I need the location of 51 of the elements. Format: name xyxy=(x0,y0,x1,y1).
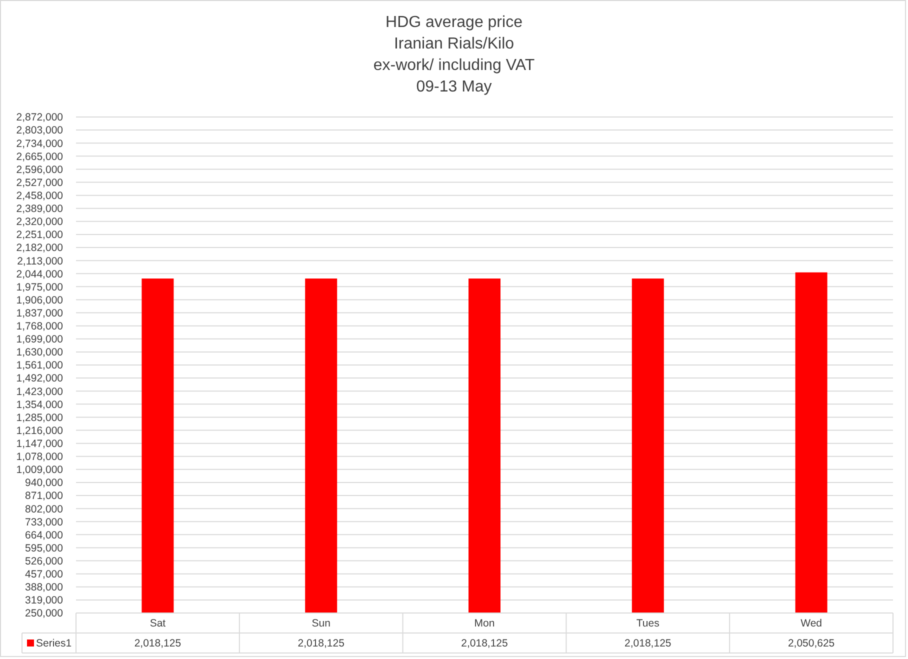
y-tick-label: 1,354,000 xyxy=(16,398,64,411)
chart-title: HDG average price Iranian Rials/Kilo ex-work/ including VAT 09-13 May xyxy=(373,14,535,96)
y-tick-label: 2,389,000 xyxy=(16,203,64,216)
y-tick-label: 2,596,000 xyxy=(16,164,64,176)
y-tick-label: 1,630,000 xyxy=(16,346,64,359)
y-tick-label: 1,837,000 xyxy=(16,307,64,320)
y-tick-label: 2,458,000 xyxy=(16,190,64,202)
y-tick-label: 2,527,000 xyxy=(16,176,64,189)
y-tick-label: 319,000 xyxy=(25,594,64,607)
data-label: 2,018,125 xyxy=(461,638,508,650)
y-tick-label: 2,113,000 xyxy=(17,255,64,268)
y-tick-label: 2,803,000 xyxy=(16,124,64,137)
data-label: 2,018,125 xyxy=(624,638,672,650)
legend-label: Series1 xyxy=(36,638,72,650)
y-tick-label: 388,000 xyxy=(25,582,64,594)
y-tick-label: 871,000 xyxy=(25,490,64,502)
y-tick-label: 2,182,000 xyxy=(16,242,64,254)
y-tick-label: 1,216,000 xyxy=(16,424,64,437)
data-label: 2,018,125 xyxy=(298,638,345,650)
y-tick-label: 1,561,000 xyxy=(16,360,64,372)
x-tick-label: Wed xyxy=(800,618,822,630)
y-tick-label: 1,009,000 xyxy=(16,464,64,476)
x-tick-label: Sun xyxy=(312,618,331,630)
data-label: 2,018,125 xyxy=(134,638,182,650)
y-tick-label: 940,000 xyxy=(25,477,64,490)
y-tick-label: 457,000 xyxy=(25,568,64,581)
y-tick-label: 2,665,000 xyxy=(16,150,64,163)
y-tick-label: 526,000 xyxy=(25,555,64,568)
y-tick-label: 2,734,000 xyxy=(16,138,64,150)
y-tick-label: 1,768,000 xyxy=(16,320,64,333)
y-tick-label: 1,699,000 xyxy=(16,334,64,346)
x-tick-label: Tues xyxy=(636,618,660,630)
y-tick-label: 1,423,000 xyxy=(16,386,64,398)
y-tick-label: 1,285,000 xyxy=(16,412,64,424)
y-tick-label: 2,872,000 xyxy=(16,112,64,124)
y-tick-label: 1,906,000 xyxy=(16,294,64,306)
y-tick-label: 1,078,000 xyxy=(16,451,64,464)
y-tick-label: 250,000 xyxy=(25,608,64,620)
y-tick-label: 1,975,000 xyxy=(16,281,64,294)
x-tick-label: Mon xyxy=(474,618,495,630)
x-tick-label: Sat xyxy=(150,618,166,630)
y-tick-label: 733,000 xyxy=(25,516,64,528)
y-tick-label: 595,000 xyxy=(25,542,64,554)
y-tick-label: 2,320,000 xyxy=(16,216,64,228)
y-tick-label: 2,044,000 xyxy=(16,268,64,280)
y-tick-label: 1,147,000 xyxy=(16,438,64,450)
y-tick-label: 2,251,000 xyxy=(16,229,64,242)
y-tick-label: 1,492,000 xyxy=(16,372,64,385)
y-tick-label: 664,000 xyxy=(25,529,64,542)
y-tick-label: 802,000 xyxy=(25,503,64,516)
data-label: 2,050,625 xyxy=(788,638,835,650)
